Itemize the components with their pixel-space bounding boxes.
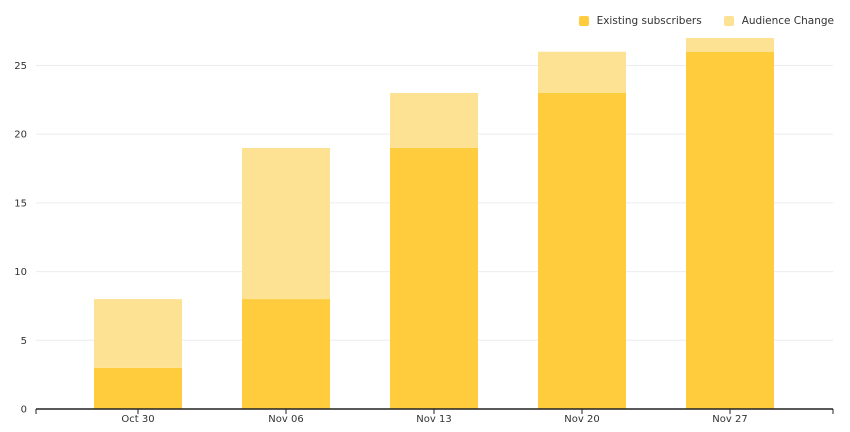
x-tick-label: Nov 20 [564, 414, 599, 425]
y-tick-label: 25 [14, 61, 27, 72]
y-tick-label: 5 [21, 336, 27, 347]
legend-item-existing-subscribers[interactable]: Existing subscribers [578, 15, 702, 27]
bar-audience-change [538, 51, 626, 93]
legend: Existing subscribers Audience Change [578, 15, 834, 27]
bar-existing-subscribers [390, 147, 478, 410]
bar-existing-subscribers [538, 92, 626, 410]
bar-existing-subscribers [242, 299, 330, 409]
y-tick-label: 20 [14, 130, 27, 141]
y-tick-label: 0 [21, 405, 27, 416]
bar-audience-change [686, 38, 774, 52]
legend-item-audience-change[interactable]: Audience Change [723, 15, 834, 27]
x-tick-label: Nov 27 [712, 414, 747, 425]
legend-swatch [578, 16, 589, 26]
y-tick-label: 10 [14, 267, 27, 278]
legend-label: Existing subscribers [596, 15, 702, 27]
legend-label: Audience Change [741, 15, 834, 27]
bar-audience-change [242, 147, 330, 300]
bar-audience-change [94, 299, 182, 368]
bar-audience-change [390, 92, 478, 148]
x-tick-label: Oct 30 [121, 414, 154, 425]
x-tick-label: Nov 13 [416, 414, 451, 425]
y-tick-label: 15 [14, 198, 27, 209]
x-tick-label: Nov 06 [268, 414, 303, 425]
bar-existing-subscribers [686, 51, 774, 409]
legend-swatch [723, 16, 734, 26]
bar-existing-subscribers [94, 367, 182, 409]
